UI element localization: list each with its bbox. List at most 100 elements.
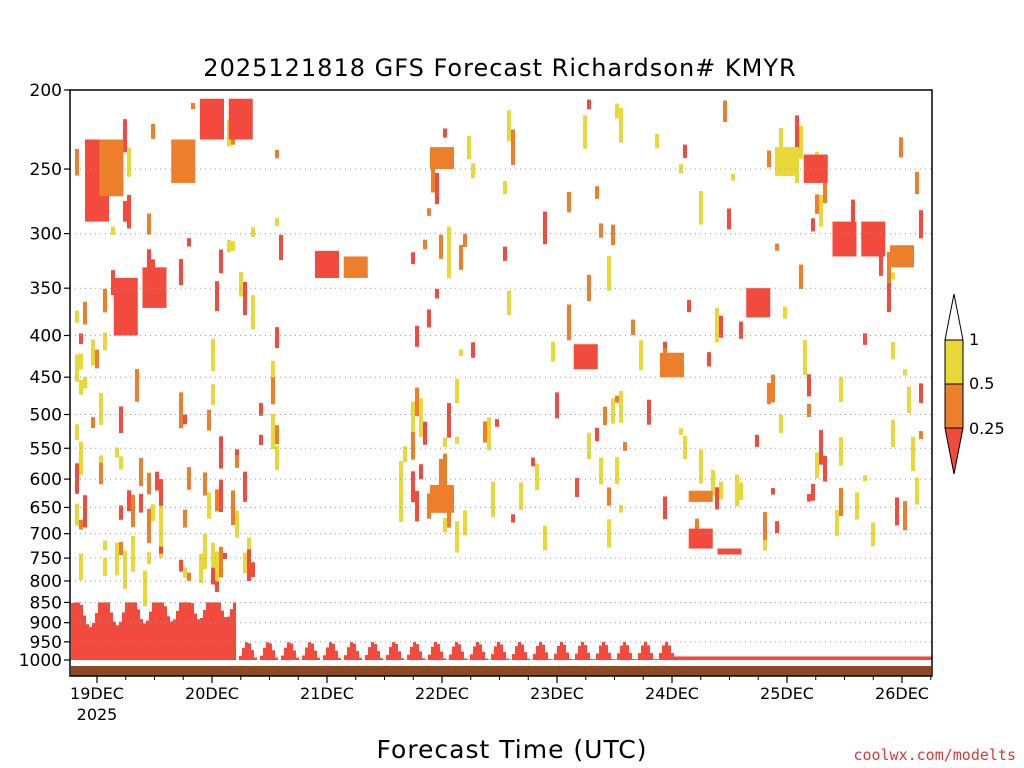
ri-cell [147,213,151,235]
ri-cell [83,376,87,389]
y-tick-label: 950 [30,633,62,653]
ri-cell [919,383,923,404]
ri-cell [103,288,107,313]
ri-cell [891,342,895,360]
x-axis: 19DEC 2025 20DEC 21DEC 22DEC 23DEC 24DEC 25DEC 2… [70,676,932,724]
bl-cell [407,654,410,660]
bl-cell [656,659,659,660]
ri-cell [915,172,919,195]
x-tick-label: 20DEC [185,684,239,703]
bl-cell [92,622,95,660]
ri-cluster [171,139,196,183]
ri-cell [599,223,603,238]
bl-cell [335,650,338,660]
ri-cell [763,512,767,541]
y-tick-label: 650 [30,498,62,518]
x-tick-label: 21DEC [300,684,354,703]
ri-cell [219,436,223,469]
y-tick-label: 250 [30,160,62,180]
ri-cell [223,552,227,559]
ri-cell [411,252,415,265]
ri-cell [819,194,823,227]
ri-cell [587,99,591,110]
ri-cell [215,281,219,312]
ri-cell [771,488,775,495]
ri-cell [679,164,683,174]
bl-cell [215,602,218,660]
ri-cell [463,510,467,534]
ri-cell [903,501,907,531]
colorbar-top-arrow [944,293,964,341]
bl-cell [566,652,569,660]
bl-cell [803,656,806,660]
ri-cell [207,409,211,431]
ri-cell [119,505,123,520]
ri-cell [455,436,459,445]
bl-cell [779,656,782,660]
bl-cell [563,644,566,660]
ri-cell [187,467,191,490]
ri-cell [259,402,263,416]
chart-title: 2025121818 GFS Forecast Richardson# KMYR [203,54,796,82]
ri-cell [147,552,151,565]
x-tick-label: 25DEC [760,684,814,703]
bl-cell [284,647,287,660]
ri-cell [211,542,215,575]
bl-cell [134,602,137,660]
bl-cell [125,602,128,660]
ri-cell [775,521,779,534]
bl-cell [902,656,905,660]
ri-cell [611,224,615,246]
y-tick-label: 900 [30,614,62,634]
ri-cell [755,434,759,447]
bl-cell [77,602,80,660]
ri-cell [615,457,619,485]
ri-cluster [832,221,857,257]
ri-cell [447,499,451,528]
bl-cell [692,656,695,660]
bl-cell [893,656,896,660]
ri-cell [615,395,619,403]
bl-cell [710,656,713,660]
bl-cell [926,656,929,660]
bl-cell [557,645,560,660]
ri-cell [199,553,203,584]
bl-cell [191,603,194,660]
ri-cell [595,186,599,199]
bl-cell [356,650,359,660]
bl-cell [815,656,818,660]
y-tick-label: 700 [30,525,62,545]
bl-cell [452,646,455,660]
bl-cell [266,642,269,660]
ri-cell [907,386,911,414]
ri-cell [119,541,123,556]
bl-cell [668,645,671,660]
bl-cell [800,656,803,660]
bl-cell [587,652,590,660]
ri-cell [275,425,279,445]
ri-cell [735,474,739,507]
ri-cluster [430,484,454,513]
ri-cell [79,553,83,581]
bl-cell [296,657,299,660]
bl-cell [263,647,266,660]
bl-cell [608,652,611,660]
ri-cell [131,494,135,528]
ri-cell [271,414,275,450]
bl-cell [113,621,116,660]
bl-cell [551,659,554,660]
ri-cell [251,227,255,237]
bl-cell [719,656,722,660]
ri-cell [655,134,659,149]
ri-cell [919,210,923,239]
bl-cell [512,654,515,660]
bl-cell [497,641,500,660]
bl-cell [836,656,839,660]
bl-cell [572,659,575,660]
bl-cell [491,654,494,660]
bl-cell [626,645,629,660]
ri-cell [115,542,119,576]
ri-cell [123,565,127,589]
ri-cell [423,421,427,445]
ri-cell [415,387,419,417]
